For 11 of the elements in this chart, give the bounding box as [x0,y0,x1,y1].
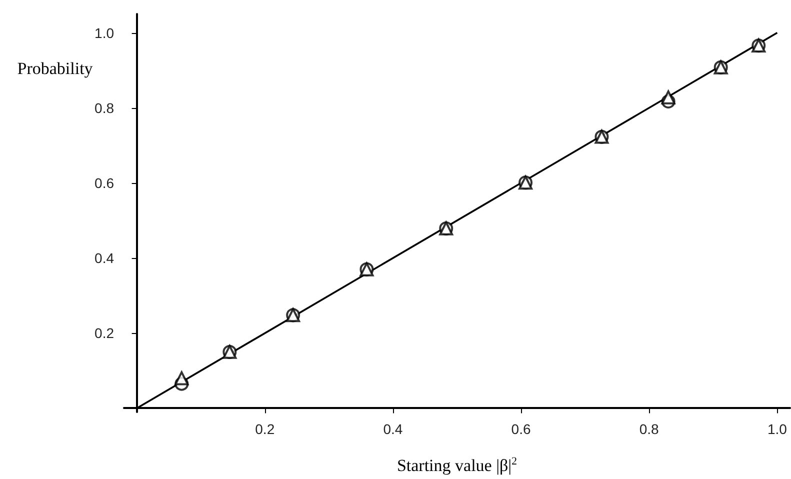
y-axis-title: Probability [17,59,94,78]
x-tick-label: 0.4 [383,421,403,437]
x-tick-label: 0.6 [511,421,531,437]
y-tick-label: 0.2 [94,325,114,342]
y-tick-label: 0.6 [94,174,114,191]
y-tick-label: 1.0 [94,24,114,41]
y-tick-label: 0.4 [94,250,114,266]
y-tick-label: 0.8 [94,100,114,116]
x-tick-label: 0.2 [255,421,275,437]
x-tick-label: 0.8 [639,421,660,437]
x-tick-label: 1.0 [767,421,788,437]
